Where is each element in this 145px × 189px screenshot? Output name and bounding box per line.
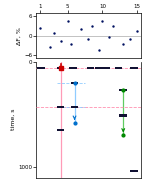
Point — [39, 26, 41, 29]
Point — [52, 31, 55, 34]
Point — [91, 25, 93, 28]
Point — [129, 37, 131, 40]
Point — [49, 46, 51, 49]
Point — [122, 42, 124, 45]
Y-axis label: ΔF, %: ΔF, % — [17, 27, 21, 45]
Point — [59, 39, 62, 42]
Point — [66, 20, 69, 23]
Point — [101, 20, 104, 23]
Point — [112, 25, 114, 28]
Point — [98, 49, 100, 52]
Point — [108, 36, 110, 39]
Point — [70, 42, 72, 45]
Point — [136, 29, 138, 33]
Y-axis label: time, s: time, s — [11, 109, 16, 130]
Point — [80, 28, 83, 31]
Point — [87, 37, 90, 40]
